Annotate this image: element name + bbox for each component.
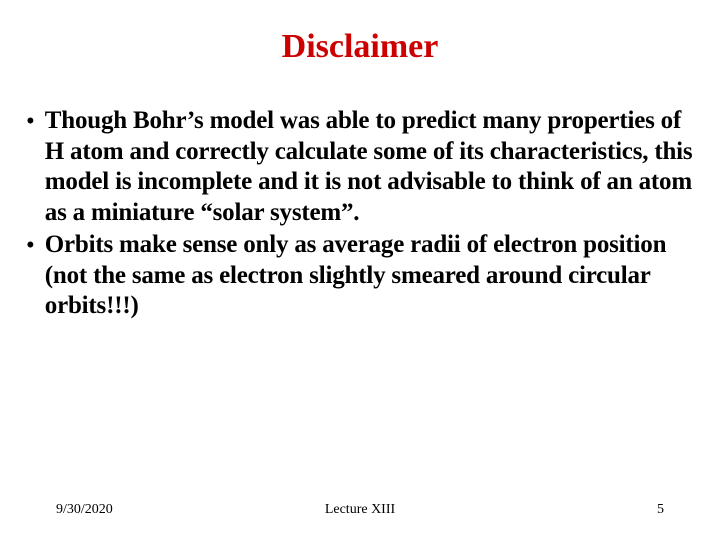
slide-footer: 9/30/2020 Lecture XIII 5 [0, 502, 720, 518]
footer-center: Lecture XIII [325, 502, 395, 518]
bullet-text: Though Bohr’s model was able to predict … [45, 106, 700, 228]
list-item: • Though Bohr’s model was able to predic… [26, 106, 700, 228]
bullet-marker-icon: • [26, 107, 35, 137]
footer-date: 9/30/2020 [56, 502, 113, 518]
bullet-marker-icon: • [26, 231, 35, 261]
list-item: • Orbits make sense only as average radi… [26, 230, 700, 322]
slide-title: Disclaimer [20, 28, 700, 66]
bullet-list: • Though Bohr’s model was able to predic… [20, 106, 700, 322]
bullet-text: Orbits make sense only as average radii … [45, 230, 700, 322]
footer-page-number: 5 [657, 502, 664, 518]
slide: Disclaimer • Though Bohr’s model was abl… [0, 0, 720, 540]
